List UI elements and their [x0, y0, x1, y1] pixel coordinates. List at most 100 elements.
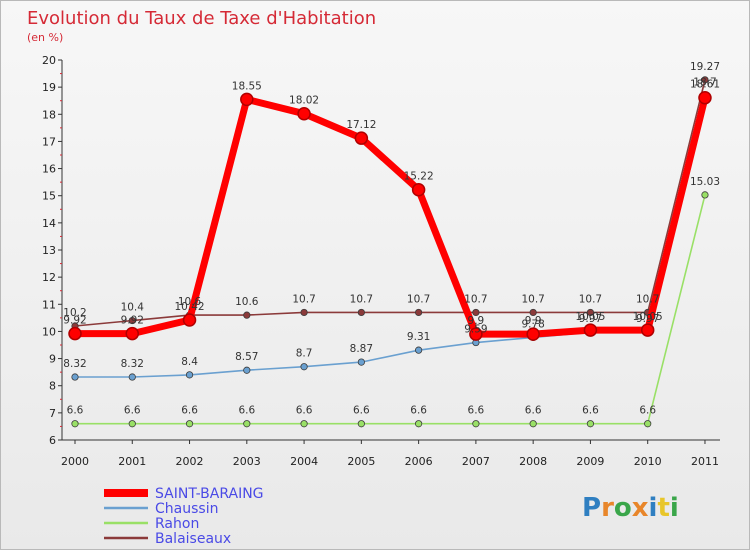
data-label: 18.55	[232, 80, 262, 92]
data-label: 10.4	[121, 302, 145, 314]
legend-label: Balaiseaux	[155, 531, 231, 547]
data-label: 8.7	[296, 348, 313, 360]
data-label: 9.92	[63, 315, 86, 327]
brand-letter: i	[649, 493, 658, 523]
y-tick-label: 17	[42, 135, 56, 148]
data-point	[185, 371, 194, 379]
data-point	[71, 373, 79, 381]
brand-letter: P	[582, 493, 601, 523]
x-tick-label: 2009	[576, 455, 604, 468]
data-label: 8.32	[121, 358, 144, 370]
data-label: 10.7	[464, 293, 487, 305]
data-label: 15.22	[404, 171, 434, 183]
series-line-0	[71, 94, 709, 338]
data-point	[698, 90, 712, 105]
data-label: 10.6	[178, 296, 202, 308]
x-tick-label: 2001	[118, 455, 146, 468]
x-tick-label: 2008	[519, 455, 547, 468]
data-point	[529, 308, 537, 317]
data-label: 9.78	[521, 318, 544, 330]
x-tick-label: 2007	[462, 455, 490, 468]
legend-label: SAINT-BARAING	[155, 486, 264, 502]
data-label: 10.7	[292, 293, 315, 305]
data-label: 9.97	[579, 313, 602, 325]
x-tick-label: 2003	[233, 455, 261, 468]
data-label: 6.6	[181, 405, 198, 417]
data-label: 10.6	[235, 296, 259, 308]
x-tick-label: 2006	[405, 455, 433, 468]
legend-label: Rahon	[155, 516, 199, 532]
data-label: 10.7	[579, 293, 602, 305]
data-point	[469, 327, 483, 341]
data-point	[701, 191, 709, 199]
data-label: 6.6	[582, 405, 599, 417]
y-tick-label: 7	[49, 407, 56, 420]
data-point	[300, 420, 308, 428]
data-label: 10.7	[350, 293, 373, 305]
data-point	[586, 308, 595, 317]
chart-subtitle: (en %)	[27, 31, 63, 44]
data-point	[586, 420, 595, 428]
data-label: 9.97	[636, 313, 659, 325]
brand-letter: r	[601, 493, 614, 523]
data-label: 10.7	[636, 293, 659, 305]
data-label: 10.7	[407, 293, 430, 305]
data-label: 9.92	[121, 315, 144, 327]
data-label: 6.6	[353, 405, 370, 417]
chart-title: Evolution du Taux de Taxe d'Habitation	[27, 8, 376, 29]
y-tick-label: 18	[42, 108, 56, 121]
x-tick-label: 2005	[347, 455, 375, 468]
data-label: 15.03	[690, 176, 720, 188]
series-line-2	[74, 194, 706, 425]
data-point	[415, 308, 423, 317]
data-label: 19.27	[690, 61, 720, 73]
data-label: 10.42	[175, 301, 205, 313]
data-label: 8.57	[235, 351, 258, 363]
data-point	[125, 326, 140, 341]
data-label: 6.6	[525, 405, 542, 417]
x-tick-label: 2002	[176, 455, 204, 468]
data-label: 6.6	[67, 405, 84, 417]
data-label: 10.2	[63, 307, 86, 319]
y-tick-label: 20	[42, 54, 56, 67]
data-point	[701, 76, 709, 84]
data-point	[128, 316, 136, 325]
data-point	[529, 420, 537, 428]
x-tick-label: 2000	[61, 455, 89, 468]
data-point	[357, 308, 365, 317]
data-point	[583, 323, 598, 337]
data-label: 8.32	[63, 358, 86, 370]
data-point	[240, 92, 254, 107]
data-point	[128, 420, 136, 428]
legend-label: Chaussin	[155, 501, 218, 517]
data-label: 6.6	[124, 405, 141, 417]
brand-letter: t	[657, 493, 669, 523]
data-label: 18.61	[690, 79, 720, 91]
data-point	[300, 363, 308, 371]
data-label: 8.87	[350, 343, 373, 355]
data-point	[640, 323, 655, 337]
data-label: 8.4	[181, 356, 198, 368]
data-label: 9.59	[464, 324, 487, 336]
data-point	[243, 366, 251, 374]
series-line-1	[74, 94, 706, 378]
data-point	[68, 326, 82, 341]
data-label: 6.6	[410, 405, 427, 417]
data-label: 18.02	[289, 95, 319, 107]
data-point	[243, 311, 251, 319]
brand-letter: i	[670, 493, 679, 523]
data-label: 6.6	[296, 405, 313, 417]
data-point	[354, 131, 369, 145]
y-tick-label: 15	[42, 190, 56, 203]
data-point	[644, 420, 652, 428]
data-label: 10.05	[633, 311, 663, 323]
series-line-3	[74, 79, 706, 327]
data-point	[357, 358, 365, 366]
data-point	[472, 420, 480, 428]
y-tick-label: 19	[42, 81, 56, 94]
data-label: 10.7	[521, 293, 544, 305]
x-tick-label: 2004	[290, 455, 318, 468]
y-tick-label: 10	[42, 325, 56, 338]
